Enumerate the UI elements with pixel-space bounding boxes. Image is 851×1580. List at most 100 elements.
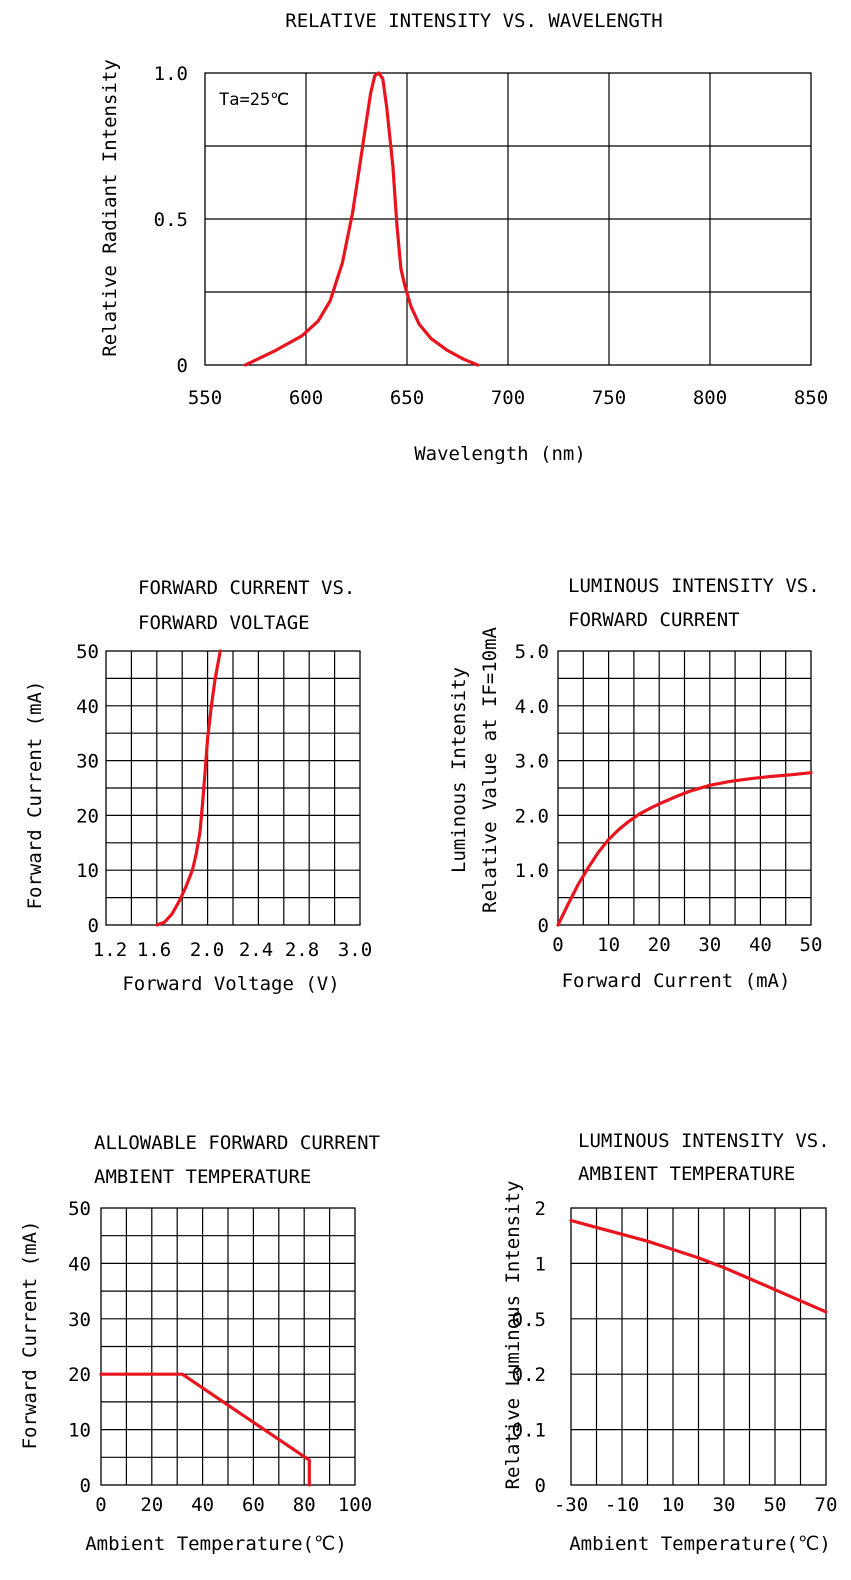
chart-luminous-temperature: LUMINOUS INTENSITY VS. AMBIENT TEMPERATUR… [502,1130,837,1555]
chart-intensity-wavelength: RELATIVE INTENSITY VS. WAVELENGTH 550 600 6… [99,10,828,465]
x-tick-label: 750 [592,387,626,409]
x-tick-label: 700 [491,387,525,409]
y-tick-label: 20 [76,805,99,827]
x-tick-label: 10 [597,934,620,956]
y-tick-label: 0.2 [512,1364,546,1386]
y-tick-label: 2.0 [515,805,549,827]
y-tick-label: 3.0 [515,751,549,773]
x-tick-label: 850 [794,387,828,409]
x-tick-label: 80 [293,1494,316,1516]
y-tick-label: 40 [76,696,99,718]
x-tick-label: 2.4 [239,939,273,961]
x-tick-label: 100 [338,1494,372,1516]
y-axis-label: Forward Current (mA) [19,1221,41,1450]
x-tick-label: 70 [815,1494,838,1516]
series-line [99,1372,311,1487]
x-axis-label: Ambient Temperature(℃) [569,1533,831,1555]
y-tick-label: 50 [76,641,99,663]
y-axis-label: Luminous Intensity [448,667,470,873]
y-tick-label: 0.5 [154,209,188,231]
x-tick-label: 40 [191,1494,214,1516]
y-tick-label: 40 [68,1253,91,1275]
x-tick-label: 30 [698,934,721,956]
chart-title: FORWARD VOLTAGE [138,612,310,634]
chart-luminous-current: LUMINOUS INTENSITY VS. FORWARD CURRENT 0 10… [448,575,822,992]
x-axis-label: Forward Current (mA) [562,970,791,992]
y-tick-label: 1.0 [154,63,188,85]
series-line [569,1218,828,1314]
chart-allowable-current: ALLOWABLE FORWARD CURRENT AMBIENT TEMPERA… [19,1132,380,1555]
y-tick-label: 0.1 [512,1420,546,1442]
chart-title: RELATIVE INTENSITY VS. WAVELENGTH [285,10,663,32]
x-axis-label: Ambient Temperature(℃) [85,1533,347,1555]
y-axis-label: Relative Value at IF=10mA [479,626,501,913]
x-tick-label: 3.0 [338,939,372,961]
x-tick-label: 600 [289,387,323,409]
y-tick-label: 1 [535,1253,546,1275]
series-line [556,771,813,927]
y-tick-label: 0 [88,915,99,937]
plot-frame [100,1207,356,1486]
x-axis-label: Forward Voltage (V) [122,973,339,995]
x-tick-label: -10 [605,1494,639,1516]
chart-grid [106,651,360,925]
x-tick-label: -30 [554,1494,588,1516]
x-tick-label: 650 [390,387,424,409]
y-tick-label: 20 [68,1364,91,1386]
plot-frame [557,650,812,926]
chart-grid [558,651,811,925]
chart-annotation: Ta=25℃ [219,90,289,110]
y-axis-label: Relative Luminous Intensity [502,1181,524,1490]
chart-title: ALLOWABLE FORWARD CURRENT [94,1132,380,1154]
y-tick-label: 0 [535,1475,546,1497]
x-tick-label: 10 [662,1494,685,1516]
series-line [243,71,480,367]
x-tick-label: 550 [188,387,222,409]
x-tick-label: 1.2 [93,939,127,961]
x-tick-label: 1.6 [137,939,171,961]
y-tick-label: 0.5 [512,1309,546,1331]
chart-grid [205,73,811,365]
x-tick-label: 50 [800,934,823,956]
x-tick-label: 2.0 [190,939,224,961]
x-tick-label: 60 [242,1494,265,1516]
chart-grid [101,1208,355,1485]
chart-title: AMBIENT TEMPERATURE [578,1163,795,1185]
plot-frame [570,1207,827,1486]
x-tick-label: 800 [693,387,727,409]
y-tick-label: 50 [68,1198,91,1220]
y-tick-label: 30 [76,751,99,773]
y-axis-label: Relative Radiant Intensity [99,59,121,356]
series-line [155,649,222,927]
x-tick-label: 0 [95,1494,106,1516]
y-tick-label: 30 [68,1309,91,1331]
y-tick-label: 5.0 [515,641,549,663]
x-axis-label: Wavelength (nm) [414,443,586,465]
plot-frame [105,650,361,926]
chart-title: FORWARD CURRENT VS. [138,577,355,599]
chart-grid [571,1208,826,1485]
x-tick-label: 50 [764,1494,787,1516]
chart-title: FORWARD CURRENT [568,609,740,631]
x-tick-label: 2.8 [285,939,319,961]
chart-title: LUMINOUS INTENSITY VS. [568,575,820,597]
y-tick-label: 0 [177,355,188,377]
x-tick-label: 20 [140,1494,163,1516]
chart-title: AMBIENT TEMPERATURE [94,1166,311,1188]
y-tick-label: 0 [538,915,549,937]
chart-title: LUMINOUS INTENSITY VS. [578,1130,830,1152]
y-axis-label: Forward Current (mA) [24,681,46,910]
y-tick-label: 4.0 [515,696,549,718]
chart-current-voltage: FORWARD CURRENT VS. FORWARD VOLTAGE 1.2 1.6… [24,577,372,995]
y-tick-label: 0 [80,1475,91,1497]
x-tick-label: 20 [648,934,671,956]
x-tick-label: 30 [713,1494,736,1516]
x-tick-label: 0 [552,934,563,956]
y-tick-label: 2 [535,1198,546,1220]
x-tick-label: 40 [749,934,772,956]
y-tick-label: 10 [68,1420,91,1442]
plot-frame [204,72,812,366]
y-tick-label: 1.0 [515,860,549,882]
